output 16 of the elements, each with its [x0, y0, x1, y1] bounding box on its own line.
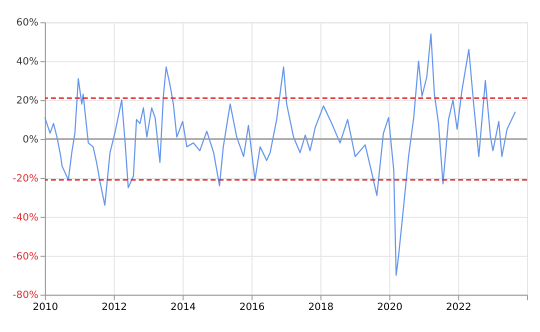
- y-tick-label: 20%: [16, 96, 38, 107]
- x-tick-label: 2012: [102, 302, 127, 314]
- x-tick-label: 2010: [32, 302, 58, 314]
- x-tick-label: 2018: [308, 302, 334, 314]
- y-tick-label: -40%: [12, 212, 38, 224]
- y-tick-label: -20%: [12, 173, 38, 184]
- y-tick-label: 60%: [16, 18, 38, 29]
- y-tick-label: 40%: [16, 56, 38, 68]
- x-tick-label: 2014: [170, 302, 196, 314]
- x-tick-label: 2022: [446, 302, 472, 314]
- y-tick-label: 0%: [22, 134, 38, 146]
- x-tick-label: 2016: [239, 302, 265, 314]
- line-series: [44, 33, 516, 276]
- x-tick-label: 2020: [377, 302, 402, 314]
- y-tick-label: -80%: [12, 290, 38, 302]
- y-tick-label: -60%: [12, 251, 38, 262]
